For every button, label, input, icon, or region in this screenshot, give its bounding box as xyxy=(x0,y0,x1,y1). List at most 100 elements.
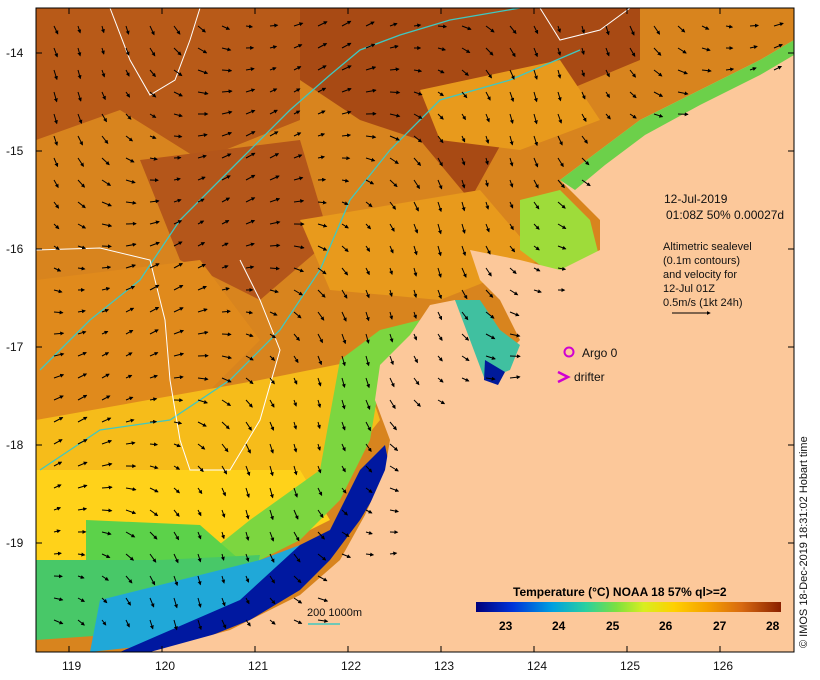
velocity-arrow xyxy=(293,333,300,342)
velocity-arrow xyxy=(53,331,65,336)
velocity-arrow xyxy=(101,485,113,490)
velocity-arrow xyxy=(245,421,252,431)
velocity-arrow xyxy=(437,355,443,362)
velocity-arrow xyxy=(581,157,590,166)
velocity-arrow xyxy=(701,47,711,52)
velocity-arrow xyxy=(77,597,85,602)
velocity-arrow xyxy=(509,375,521,380)
velocity-arrow xyxy=(197,25,206,33)
velocity-arrow xyxy=(149,284,160,291)
velocity-arrow xyxy=(245,531,250,541)
velocity-arrow xyxy=(221,465,228,475)
velocity-arrow xyxy=(341,133,352,138)
isobath-line xyxy=(39,8,521,371)
velocity-arrow xyxy=(461,377,470,382)
velocity-arrow xyxy=(173,420,183,425)
velocity-arrow xyxy=(149,91,157,98)
velocity-arrow xyxy=(437,399,446,405)
velocity-arrow xyxy=(317,155,325,160)
velocity-arrow xyxy=(677,47,687,54)
velocity-arrow xyxy=(365,88,377,93)
velocity-arrow xyxy=(245,443,251,454)
velocity-arrow xyxy=(653,47,662,56)
velocity-arrow xyxy=(365,355,370,367)
velocity-arrow xyxy=(221,197,231,203)
colorbar-tick: 28 xyxy=(766,619,780,633)
velocity-arrow xyxy=(149,531,158,540)
velocity-arrow xyxy=(197,308,208,313)
velocity-arrow xyxy=(245,242,255,247)
velocity-arrow xyxy=(221,25,231,30)
velocity-arrow xyxy=(293,421,298,430)
velocity-arrow xyxy=(245,355,254,361)
velocity-arrow xyxy=(557,135,563,146)
velocity-arrow xyxy=(77,157,84,167)
velocity-arrow xyxy=(173,241,183,247)
velocity-arrow xyxy=(77,201,86,209)
velocity-arrow xyxy=(365,509,373,514)
velocity-arrow xyxy=(269,243,281,248)
velocity-arrow xyxy=(77,461,88,467)
velocity-arrow xyxy=(221,89,233,94)
velocity-arrow xyxy=(413,91,423,96)
velocity-arrow xyxy=(317,245,328,251)
velocity-arrow xyxy=(461,201,466,212)
lon-label: 126 xyxy=(713,659,734,673)
velocity-arrow xyxy=(125,157,135,163)
velocity-arrow xyxy=(317,465,322,474)
velocity-arrow xyxy=(245,310,254,315)
velocity-arrow xyxy=(149,487,159,493)
velocity-arrow-field xyxy=(53,20,784,631)
altimetry-note-line: 12-Jul 01Z xyxy=(663,283,715,295)
velocity-arrow xyxy=(605,91,610,99)
velocity-arrow xyxy=(629,25,635,36)
velocity-arrow xyxy=(77,245,87,250)
velocity-arrow xyxy=(53,395,64,401)
velocity-arrow xyxy=(293,245,305,250)
velocity-arrow xyxy=(173,134,183,139)
velocity-arrow xyxy=(101,508,113,513)
velocity-arrow xyxy=(197,154,207,159)
velocity-arrow xyxy=(533,157,539,168)
velocity-arrow xyxy=(509,267,517,275)
velocity-arrow xyxy=(149,220,160,225)
velocity-arrow xyxy=(269,220,281,225)
velocity-arrow xyxy=(509,201,514,209)
velocity-arrow xyxy=(653,113,664,118)
velocity-arrow xyxy=(557,69,562,79)
velocity-arrow xyxy=(365,377,371,389)
velocity-arrow xyxy=(149,199,160,204)
velocity-arrow xyxy=(485,201,490,210)
velocity-arrow xyxy=(365,443,372,453)
velocity-arrow xyxy=(437,69,445,74)
velocity-arrow xyxy=(221,355,232,360)
velocity-arrow xyxy=(605,47,610,57)
velocity-arrow xyxy=(293,575,302,584)
velocity-arrow xyxy=(101,352,110,357)
velocity-arrow xyxy=(293,355,299,364)
velocity-arrow xyxy=(53,69,58,81)
velocity-arrow xyxy=(365,465,373,473)
velocity-arrow xyxy=(437,179,443,190)
velocity-arrow xyxy=(77,484,88,489)
velocity-arrow xyxy=(125,597,131,606)
velocity-arrow xyxy=(221,377,232,383)
velocity-arrow xyxy=(197,69,209,75)
velocity-arrow xyxy=(101,91,106,101)
velocity-arrow xyxy=(245,465,251,477)
velocity-arrow xyxy=(413,113,423,119)
velocity-arrow xyxy=(125,200,137,205)
velocity-arrow xyxy=(557,245,567,250)
velocity-arrow xyxy=(245,553,250,562)
velocity-arrow xyxy=(533,69,538,80)
velocity-arrow xyxy=(389,135,400,141)
velocity-arrow xyxy=(413,377,420,386)
velocity-arrow xyxy=(197,220,205,225)
velocity-arrow xyxy=(773,22,784,27)
velocity-arrow xyxy=(53,506,62,511)
velocity-arrow xyxy=(245,619,251,627)
velocity-arrow xyxy=(557,223,567,230)
altimetry-note-line: Altimetric sealevel xyxy=(663,241,752,253)
sealevel-contour xyxy=(36,247,281,471)
velocity-arrow xyxy=(197,575,202,586)
